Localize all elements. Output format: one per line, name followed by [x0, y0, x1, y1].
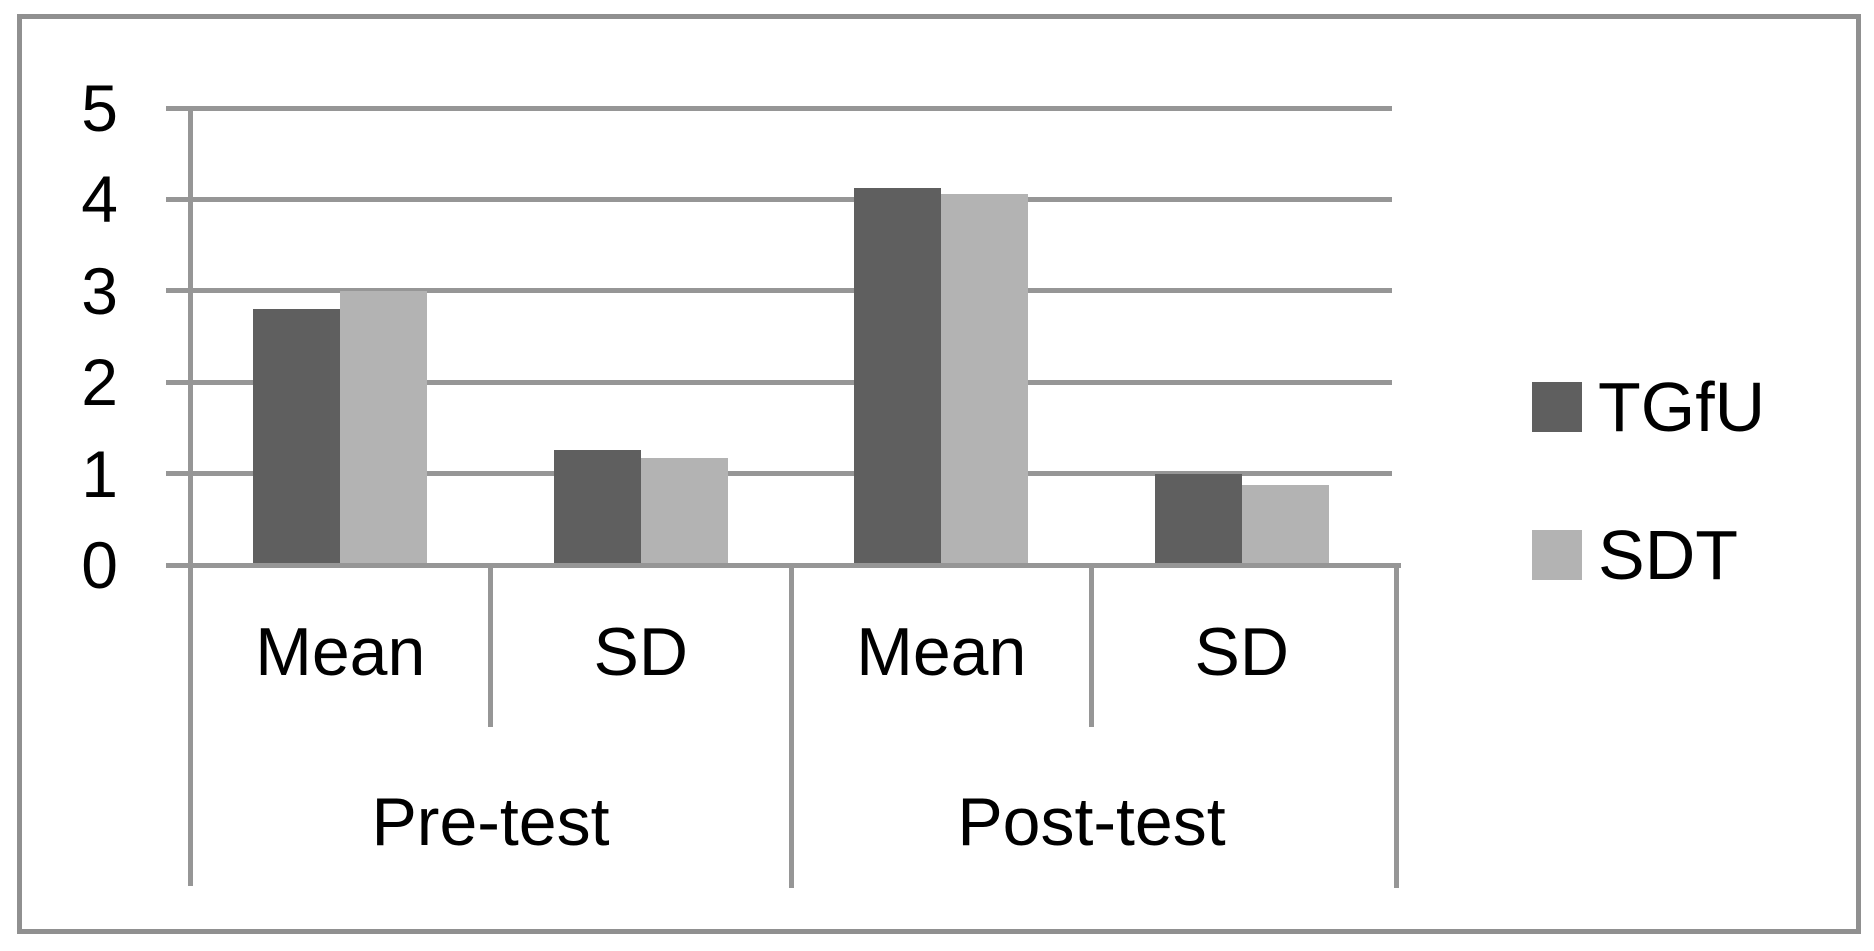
y-tick-label: 4 — [81, 162, 118, 237]
category-divider — [1089, 565, 1094, 727]
y-tick-label: 1 — [81, 436, 118, 511]
legend-item-sdt: SDT — [1532, 520, 1738, 590]
y-tick-label: 0 — [81, 528, 118, 602]
bar-tgfu-mean-2 — [854, 187, 942, 565]
legend-swatch-sdt — [1532, 530, 1582, 580]
bar-tgfu-sd-1 — [553, 449, 641, 565]
gridline — [166, 379, 1392, 385]
category-divider — [488, 565, 493, 727]
bar-sdt-sd-1 — [640, 458, 728, 565]
x-category-label: SD — [1194, 614, 1289, 690]
legend-swatch-tgfu — [1532, 382, 1582, 432]
y-tick-label: 3 — [81, 253, 118, 328]
y-axis-line — [187, 105, 193, 886]
legend-item-tgfu: TGfU — [1532, 372, 1765, 442]
legend-label-sdt: SDT — [1598, 516, 1738, 594]
y-tick-label: 2 — [81, 345, 118, 420]
bar-tgfu-sd-3 — [1154, 473, 1242, 565]
y-tick-label: 5 — [81, 71, 118, 145]
x-category-label: Mean — [255, 614, 426, 690]
gridline — [166, 288, 1392, 294]
x-group-label: Pre-test — [371, 784, 610, 860]
gridline — [166, 105, 1392, 111]
gridline — [166, 196, 1392, 202]
gridline — [166, 471, 1392, 477]
x-group-label: Post-test — [957, 784, 1226, 860]
x-category-label: SD — [593, 614, 688, 690]
bar-tgfu-mean-0 — [253, 309, 341, 565]
x-category-label: Mean — [856, 614, 1027, 690]
x-axis-line — [166, 562, 1401, 568]
group-divider-right — [1393, 565, 1399, 888]
legend-label-tgfu: TGfU — [1598, 368, 1766, 446]
group-divider — [788, 565, 794, 888]
bar-sdt-sd-3 — [1241, 485, 1329, 565]
bar-sdt-mean-2 — [941, 193, 1029, 565]
bar-sdt-mean-0 — [340, 290, 428, 565]
